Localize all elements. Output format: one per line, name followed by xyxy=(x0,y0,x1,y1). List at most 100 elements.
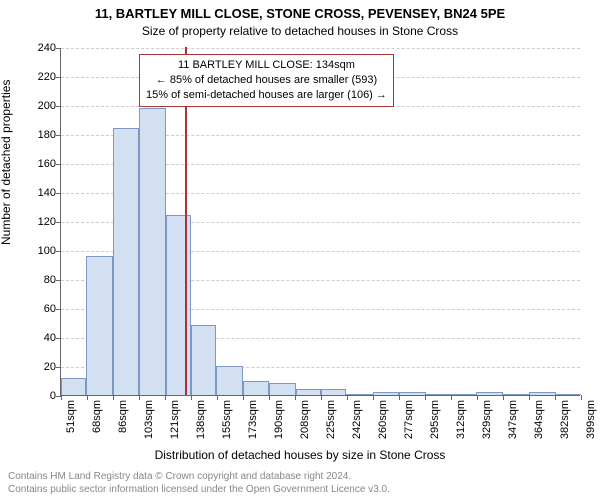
x-tick-mark xyxy=(295,395,296,400)
y-tick-label: 140 xyxy=(26,187,56,199)
x-tick-mark xyxy=(217,395,218,400)
x-tick-label: 173sqm xyxy=(247,400,259,450)
y-tick-mark xyxy=(56,367,61,368)
histogram-bar xyxy=(216,366,243,395)
x-tick-mark xyxy=(61,395,62,400)
histogram-bar xyxy=(373,392,398,395)
histogram-bar xyxy=(451,394,476,395)
annotation-line: ← 85% of detached houses are smaller (59… xyxy=(146,73,387,88)
y-tick-mark xyxy=(56,309,61,310)
x-tick-mark xyxy=(347,395,348,400)
y-tick-label: 160 xyxy=(26,158,56,170)
y-tick-mark xyxy=(56,251,61,252)
x-tick-label: 86sqm xyxy=(117,400,129,450)
page-subtitle: Size of property relative to detached ho… xyxy=(0,24,600,38)
x-tick-mark xyxy=(321,395,322,400)
histogram-bar xyxy=(399,392,426,395)
x-tick-mark xyxy=(503,395,504,400)
x-tick-label: 225sqm xyxy=(325,400,337,450)
x-tick-mark xyxy=(373,395,374,400)
y-tick-label: 240 xyxy=(26,42,56,54)
histogram-bar xyxy=(476,392,503,395)
y-tick-mark xyxy=(56,338,61,339)
x-tick-label: 295sqm xyxy=(429,400,441,450)
histogram-bar xyxy=(113,128,138,395)
x-tick-mark xyxy=(451,395,452,400)
x-tick-mark xyxy=(113,395,114,400)
histogram-bar xyxy=(86,256,113,395)
x-tick-label: 382sqm xyxy=(559,400,571,450)
x-tick-mark xyxy=(477,395,478,400)
x-tick-label: 68sqm xyxy=(91,400,103,450)
y-tick-label: 80 xyxy=(26,274,56,286)
y-tick-label: 200 xyxy=(26,100,56,112)
histogram-bar xyxy=(243,381,268,396)
x-tick-mark xyxy=(191,395,192,400)
y-tick-mark xyxy=(56,222,61,223)
x-tick-mark xyxy=(399,395,400,400)
y-tick-mark xyxy=(56,77,61,78)
annotation-line: 11 BARTLEY MILL CLOSE: 134sqm xyxy=(146,58,387,73)
x-tick-label: 329sqm xyxy=(481,400,493,450)
x-tick-mark xyxy=(581,395,582,400)
histogram-plot: 02040608010012014016018020022024051sqm68… xyxy=(60,48,580,396)
y-tick-label: 180 xyxy=(26,129,56,141)
footer-attribution: Contains HM Land Registry data © Crown c… xyxy=(8,470,592,496)
y-tick-mark xyxy=(56,164,61,165)
histogram-bar xyxy=(321,389,346,395)
y-tick-label: 60 xyxy=(26,303,56,315)
annotation-box: 11 BARTLEY MILL CLOSE: 134sqm← 85% of de… xyxy=(139,54,394,107)
x-axis-label: Distribution of detached houses by size … xyxy=(0,448,600,462)
x-tick-mark xyxy=(269,395,270,400)
y-tick-mark xyxy=(56,193,61,194)
y-tick-mark xyxy=(56,135,61,136)
plot-area: 02040608010012014016018020022024051sqm68… xyxy=(60,48,580,396)
x-tick-label: 399sqm xyxy=(585,400,597,450)
y-tick-label: 220 xyxy=(26,71,56,83)
x-tick-label: 51sqm xyxy=(65,400,77,450)
footer-line-1: Contains HM Land Registry data © Crown c… xyxy=(8,470,592,483)
y-tick-mark xyxy=(56,280,61,281)
x-tick-label: 138sqm xyxy=(195,400,207,450)
y-tick-mark xyxy=(56,106,61,107)
x-tick-label: 347sqm xyxy=(507,400,519,450)
footer-line-2: Contains public sector information licen… xyxy=(8,483,592,496)
x-tick-label: 277sqm xyxy=(403,400,415,450)
x-tick-label: 103sqm xyxy=(143,400,155,450)
x-tick-label: 190sqm xyxy=(273,400,285,450)
x-tick-label: 242sqm xyxy=(351,400,363,450)
histogram-bar xyxy=(346,394,373,395)
x-tick-mark xyxy=(165,395,166,400)
histogram-bar xyxy=(61,378,86,395)
histogram-bar xyxy=(139,108,166,395)
x-tick-mark xyxy=(243,395,244,400)
y-tick-label: 40 xyxy=(26,332,56,344)
x-tick-label: 260sqm xyxy=(377,400,389,450)
x-tick-label: 121sqm xyxy=(169,400,181,450)
histogram-bar xyxy=(529,392,556,395)
histogram-bar xyxy=(269,383,296,395)
histogram-bar xyxy=(296,389,321,395)
y-tick-label: 0 xyxy=(26,390,56,402)
histogram-bar xyxy=(191,325,216,395)
x-tick-label: 155sqm xyxy=(221,400,233,450)
y-tick-label: 100 xyxy=(26,245,56,257)
x-tick-label: 312sqm xyxy=(455,400,467,450)
histogram-bar xyxy=(556,394,581,395)
x-tick-mark xyxy=(425,395,426,400)
histogram-bar xyxy=(503,394,528,395)
x-tick-mark xyxy=(555,395,556,400)
x-tick-mark xyxy=(87,395,88,400)
y-tick-label: 120 xyxy=(26,216,56,228)
y-tick-label: 20 xyxy=(26,361,56,373)
grid-line xyxy=(61,48,580,49)
annotation-line: 15% of semi-detached houses are larger (… xyxy=(146,88,387,103)
y-tick-mark xyxy=(56,48,61,49)
page-title: 11, BARTLEY MILL CLOSE, STONE CROSS, PEV… xyxy=(0,6,600,21)
x-tick-mark xyxy=(529,395,530,400)
histogram-bar xyxy=(426,394,451,395)
x-tick-label: 208sqm xyxy=(299,400,311,450)
x-tick-mark xyxy=(139,395,140,400)
y-axis-label: Number of detached properties xyxy=(0,80,13,245)
x-tick-label: 364sqm xyxy=(533,400,545,450)
